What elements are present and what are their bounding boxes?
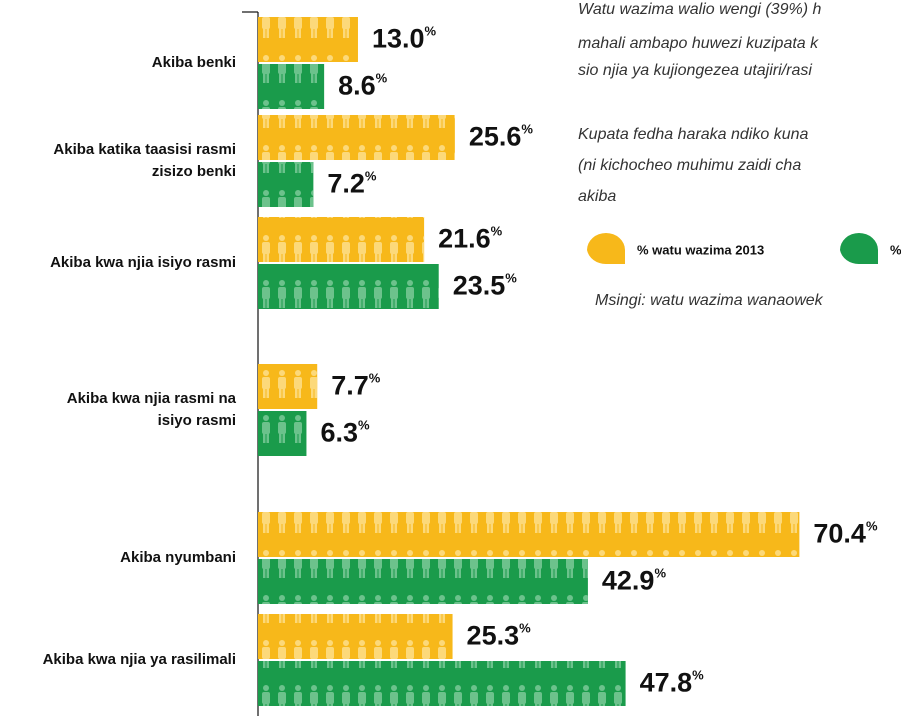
category-label: Akiba kwa njia rasmi na xyxy=(67,390,237,407)
value-label: 25.3% xyxy=(467,621,532,651)
value-unit: % xyxy=(376,71,388,86)
value-label: 47.8% xyxy=(640,668,705,698)
value-unit: % xyxy=(692,668,704,683)
value-number: 25.3 xyxy=(467,621,520,651)
legend-swatch xyxy=(840,233,878,265)
bar xyxy=(258,217,425,262)
value-number: 25.6 xyxy=(469,122,522,152)
category-label: isiyo rasmi xyxy=(158,412,236,429)
legend-label: % xyxy=(890,242,901,257)
legend-swatch xyxy=(587,233,625,265)
annotation: (ni kichocheo muhimu zaidi cha xyxy=(578,157,801,174)
value-label: 25.6% xyxy=(469,122,534,152)
value-label: 21.6% xyxy=(438,224,503,254)
value-unit: % xyxy=(358,418,370,433)
annotation: mahali ambapo huwezi kuzipata k xyxy=(578,35,819,52)
bar xyxy=(258,64,325,109)
value-number: 23.5 xyxy=(453,271,506,301)
value-number: 8.6 xyxy=(338,71,376,101)
value-unit: % xyxy=(866,519,878,534)
category-label: Akiba katika taasisi rasmi xyxy=(53,141,236,158)
annotation: Kupata fedha haraka ndiko kuna xyxy=(578,126,809,143)
bar xyxy=(258,614,453,659)
annotation: Watu wazima walio wengi (39%) h xyxy=(578,1,821,18)
bar xyxy=(258,264,439,309)
value-label: 6.3% xyxy=(320,418,370,448)
value-unit: % xyxy=(425,24,437,39)
category-label: Akiba nyumbani xyxy=(120,549,236,566)
value-label: 7.2% xyxy=(327,169,377,199)
value-label: 13.0% xyxy=(372,24,437,54)
value-unit: % xyxy=(505,271,517,286)
annotation: akiba xyxy=(578,188,616,205)
value-number: 47.8 xyxy=(640,668,693,698)
category-label: Akiba benki xyxy=(152,54,236,71)
bar xyxy=(258,364,318,409)
bar xyxy=(258,661,626,706)
value-label: 7.7% xyxy=(331,371,381,401)
annotation: sio njia ya kujiongezea utajiri/rasi xyxy=(578,62,812,79)
value-label: 42.9% xyxy=(602,566,667,596)
value-unit: % xyxy=(521,122,533,137)
value-number: 21.6 xyxy=(438,224,491,254)
base-note: Msingi: watu wazima wanaowek xyxy=(595,292,824,309)
value-number: 6.3 xyxy=(320,418,358,448)
value-number: 70.4 xyxy=(813,519,866,549)
bar xyxy=(258,559,588,604)
value-label: 8.6% xyxy=(338,71,388,101)
value-label: 70.4% xyxy=(813,519,878,549)
value-unit: % xyxy=(491,224,503,239)
value-number: 42.9 xyxy=(602,566,655,596)
value-number: 7.7 xyxy=(331,371,369,401)
category-label: Akiba kwa njia isiyo rasmi xyxy=(50,254,236,271)
bar xyxy=(258,411,307,456)
bar xyxy=(258,115,455,160)
bar xyxy=(258,162,314,207)
value-unit: % xyxy=(519,621,531,636)
category-label: Akiba kwa njia ya rasilimali xyxy=(43,651,236,668)
value-number: 13.0 xyxy=(372,24,425,54)
value-unit: % xyxy=(365,169,377,184)
bar xyxy=(258,17,358,62)
bar xyxy=(258,512,800,557)
value-number: 7.2 xyxy=(327,169,365,199)
category-label: zisizo benki xyxy=(152,163,236,180)
value-unit: % xyxy=(369,371,381,386)
value-unit: % xyxy=(654,566,666,581)
value-label: 23.5% xyxy=(453,271,518,301)
legend-label: % watu wazima 2013 xyxy=(637,242,764,257)
